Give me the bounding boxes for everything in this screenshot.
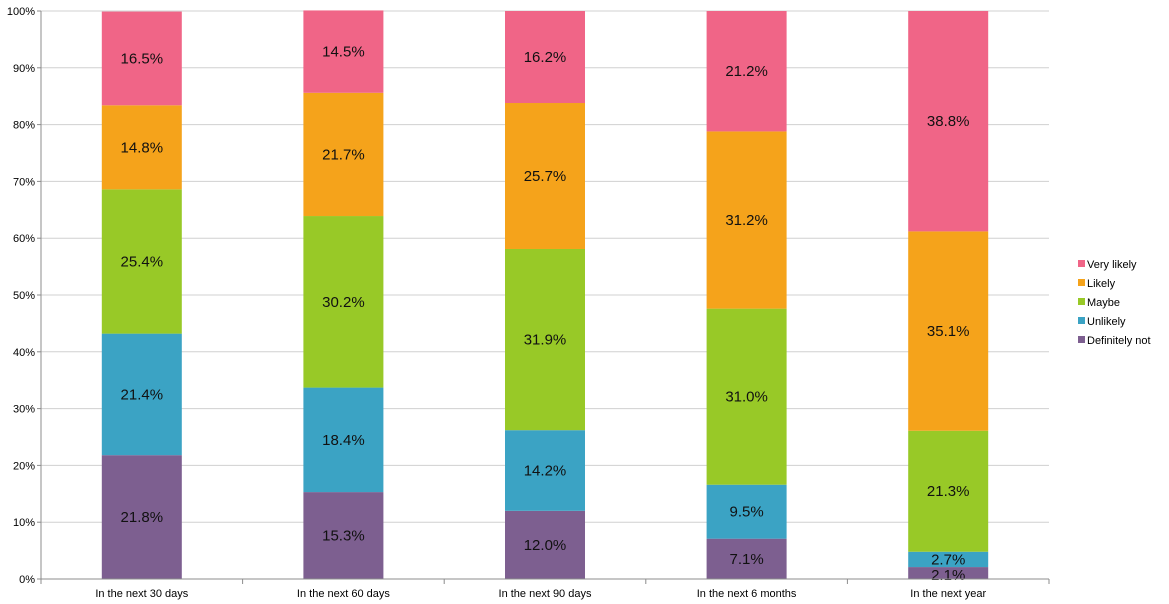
bar-segment bbox=[101, 189, 182, 334]
bar-segment bbox=[706, 131, 787, 309]
data-label: 21.7% bbox=[322, 146, 365, 163]
x-tick-label: In the next 30 days bbox=[95, 588, 188, 600]
data-labels: 21.8% 21.4% 25.4% 14.8% 16.5% 15.3% 18.4% 30.2%… bbox=[121, 44, 970, 584]
bar-segment bbox=[101, 333, 182, 456]
data-label: 38.8% bbox=[927, 113, 970, 130]
data-label: 21.3% bbox=[927, 483, 970, 500]
bar-segment bbox=[101, 11, 182, 106]
data-label: 21.2% bbox=[725, 63, 768, 80]
y-tick-label: 60% bbox=[13, 233, 35, 245]
data-label: 31.0% bbox=[725, 389, 768, 406]
legend-swatch bbox=[1078, 317, 1085, 324]
legend-label: Maybe bbox=[1087, 297, 1120, 309]
bar-segment bbox=[101, 105, 182, 190]
data-label: 2.7% bbox=[931, 551, 965, 568]
data-label: 31.2% bbox=[725, 212, 768, 229]
bar-segment bbox=[706, 538, 787, 579]
legend-swatch bbox=[1078, 336, 1085, 343]
data-label: 18.4% bbox=[322, 432, 365, 449]
bars bbox=[101, 10, 989, 579]
data-label: 15.3% bbox=[322, 528, 365, 545]
bar-segment bbox=[303, 387, 384, 493]
bar-segment bbox=[303, 10, 384, 93]
x-axis: In the next 30 days In the next 60 days In… bbox=[40, 578, 1050, 600]
bar-segment bbox=[908, 11, 989, 232]
legend-swatch bbox=[1078, 279, 1085, 286]
data-label: 2.1% bbox=[931, 567, 965, 584]
bar-segment bbox=[303, 492, 384, 579]
y-tick-label: 100% bbox=[7, 6, 35, 18]
legend-label: Unlikely bbox=[1087, 316, 1126, 328]
data-label: 35.1% bbox=[927, 323, 970, 340]
x-tick-label: In the next 90 days bbox=[499, 588, 592, 600]
y-tick-label: 0% bbox=[19, 574, 35, 586]
x-tick-label: In the next 6 months bbox=[697, 588, 797, 600]
data-label: 31.9% bbox=[524, 332, 567, 349]
x-tick-label: In the next 60 days bbox=[297, 588, 390, 600]
data-label: 25.7% bbox=[524, 168, 567, 185]
bar-segment bbox=[908, 231, 989, 431]
bar-segment bbox=[706, 308, 787, 485]
legend-label: Likely bbox=[1087, 278, 1116, 290]
data-label: 14.8% bbox=[121, 139, 164, 156]
y-tick-label: 30% bbox=[13, 404, 35, 416]
bar-segment bbox=[706, 11, 787, 132]
data-label: 30.2% bbox=[322, 294, 365, 311]
bar-segment bbox=[303, 92, 384, 217]
y-axis: 0% 10% 20% 30% 40% 50% 60% 70% 80% 90% 100% bbox=[7, 6, 42, 586]
legend-label: Definitely not bbox=[1087, 335, 1151, 347]
data-label: 7.1% bbox=[729, 551, 763, 568]
bar-segment bbox=[303, 216, 384, 388]
bar-segment bbox=[908, 430, 989, 552]
data-label: 16.5% bbox=[121, 50, 164, 67]
data-label: 21.4% bbox=[121, 386, 164, 403]
y-tick-label: 70% bbox=[13, 176, 35, 188]
legend-swatch bbox=[1078, 298, 1085, 305]
bar-segment bbox=[505, 510, 585, 579]
legend-label: Very likely bbox=[1087, 259, 1137, 271]
y-tick-label: 10% bbox=[13, 517, 35, 529]
bar-segment bbox=[505, 11, 585, 104]
legend: Very likely Likely Maybe Unlikely Definitely… bbox=[1078, 259, 1151, 347]
y-tick-label: 50% bbox=[13, 290, 35, 302]
bar-segment bbox=[908, 567, 989, 579]
legend-swatch bbox=[1078, 260, 1085, 267]
bar-segment bbox=[505, 430, 585, 511]
bar-segment bbox=[101, 455, 182, 579]
data-label: 14.2% bbox=[524, 463, 567, 480]
bar-segment bbox=[908, 551, 989, 568]
y-tick-label: 40% bbox=[13, 347, 35, 359]
y-tick-label: 90% bbox=[13, 63, 35, 75]
y-tick-label: 20% bbox=[13, 460, 35, 472]
data-label: 12.0% bbox=[524, 537, 567, 554]
data-label: 9.5% bbox=[729, 504, 763, 521]
x-tick-label: In the next year bbox=[910, 588, 986, 600]
data-label: 25.4% bbox=[121, 253, 164, 270]
y-tick-label: 80% bbox=[13, 120, 35, 132]
data-label: 21.8% bbox=[121, 509, 164, 526]
data-label: 16.2% bbox=[524, 49, 567, 66]
bar-segment bbox=[505, 248, 585, 431]
bar-segment bbox=[706, 484, 787, 539]
data-label: 14.5% bbox=[322, 44, 365, 61]
bar-segment bbox=[505, 103, 585, 249]
